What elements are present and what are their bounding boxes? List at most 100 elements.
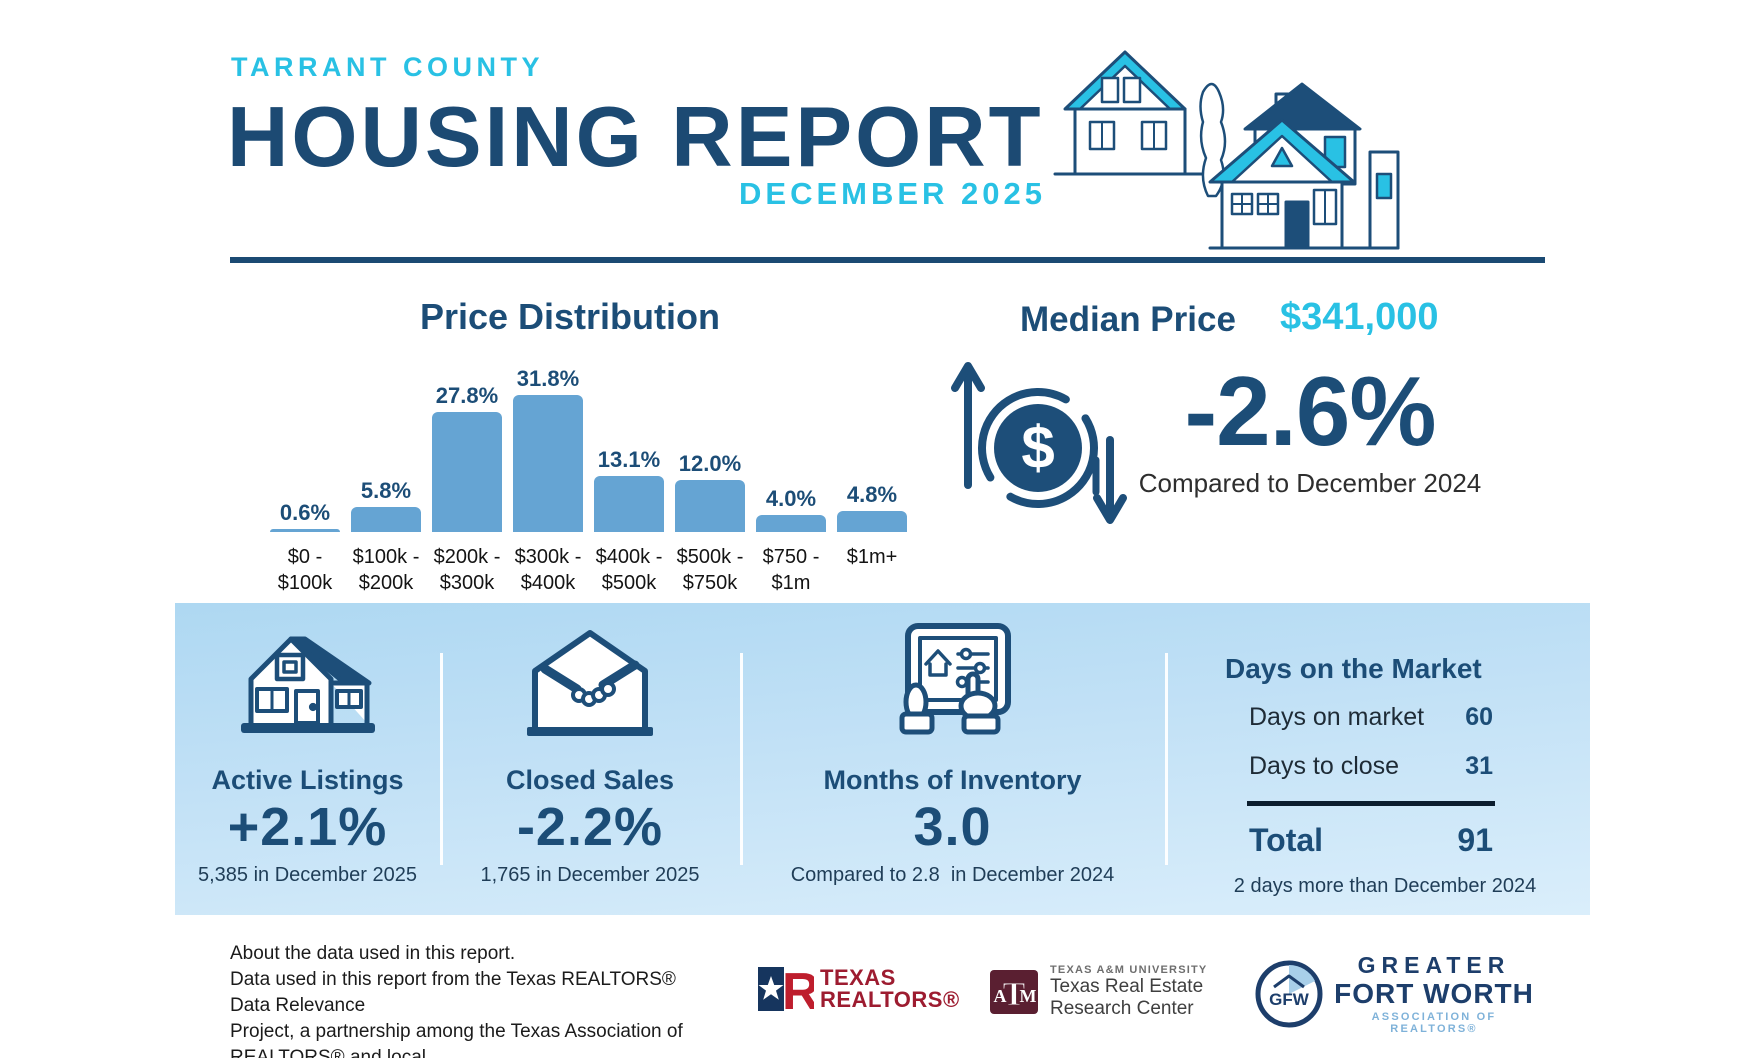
bar-category-label: $200k - $300k: [433, 546, 501, 594]
months-inventory-stat: Months of Inventory 3.0 Compared to 2.8 …: [740, 603, 1165, 915]
bar: [675, 480, 745, 532]
svg-text:M: M: [1020, 986, 1037, 1006]
bar-value-label: 0.6%: [279, 500, 331, 525]
active-listings-detail: 5,385 in December 2025: [197, 864, 418, 886]
bar: [756, 515, 826, 532]
svg-text:$: $: [1021, 414, 1054, 481]
bar-value-label: 27.8%: [435, 383, 499, 408]
svg-text:GFW: GFW: [1269, 990, 1310, 1009]
bar-value-label: 5.8%: [360, 478, 412, 503]
bar: [432, 412, 502, 532]
closed-sales-stat: Closed Sales -2.2% 1,765 in December 202…: [440, 603, 740, 915]
gfw-line2: FORT WORTH: [1334, 978, 1534, 1009]
bar: [513, 395, 583, 532]
active-listings-stat: Active Listings +2.1% 5,385 in December …: [175, 603, 440, 915]
bar: [270, 529, 340, 532]
svg-text:T: T: [1003, 976, 1026, 1013]
bar: [351, 507, 421, 532]
median-price-label: Median Price: [1020, 300, 1236, 339]
county-label: TARRANT COUNTY: [231, 52, 544, 82]
greater-fort-worth-logo: GFW GREATER FORT WORTH ASSOCIATION OF RE…: [1254, 952, 1534, 1035]
days-row: Days to close 31: [1249, 752, 1493, 781]
days-row-value: 31: [1465, 752, 1493, 780]
texas-realtors-line2: REALTORS®: [820, 987, 960, 1012]
about-data-text: About the data used in this report. Data…: [230, 943, 683, 1058]
tamu-line2: Research Center: [1050, 998, 1194, 1019]
header-divider: [230, 257, 1545, 263]
bar-column: 12.0%: [675, 451, 745, 532]
bar-category-label: $300k - $400k: [514, 546, 582, 594]
panel-divider: [440, 653, 443, 865]
tamu-line1: Texas Real Estate: [1050, 976, 1204, 997]
closed-sales-detail: 1,765 in December 2025: [480, 864, 700, 886]
bar-value-label: 31.8%: [516, 366, 580, 391]
months-inventory-detail: Compared to 2.8 in December 2024: [790, 864, 1115, 886]
median-compare-label: Compared to December 2024: [1138, 468, 1482, 498]
bar-column: 4.8%: [837, 482, 907, 532]
bar-category-label: $500k - $750k: [676, 546, 744, 594]
days-on-market-stat: Days on the Market Days on market 60 Days …: [1165, 603, 1590, 915]
active-listings-change: +2.1%: [227, 797, 388, 857]
price-distribution-categories: $0 - $100k $100k - $200k $200k - $300k $300…: [270, 544, 907, 596]
tamu-university-label: TEXAS A&M UNIVERSITY: [1050, 964, 1208, 976]
stats-panel: Active Listings +2.1% 5,385 in December …: [175, 603, 1590, 915]
median-price-value: $341,000: [1280, 296, 1439, 338]
days-on-market-title: Days on the Market: [1225, 653, 1482, 684]
bar-category-label: $400k - $500k: [595, 546, 663, 594]
closed-sales-label: Closed Sales: [505, 765, 675, 795]
report-month: DECEMBER 2025: [739, 176, 1046, 211]
bar-category-label: $0 - $100k: [277, 546, 333, 594]
svg-text:R: R: [782, 964, 814, 1014]
bar-category-label: $1m+: [846, 546, 898, 568]
tamu-mark-icon: A M T: [990, 970, 1038, 1014]
bar-column: 0.6%: [270, 500, 340, 532]
days-row-label: Days to close: [1249, 752, 1400, 780]
gfw-mark-icon: GFW: [1255, 960, 1323, 1027]
bar-value-label: 4.0%: [765, 486, 817, 511]
bar-column: 13.1%: [594, 447, 664, 532]
texas-realtors-line1: TEXAS: [820, 965, 896, 990]
bar-value-label: 4.8%: [846, 482, 898, 507]
houses-illustration-icon: [1053, 50, 1400, 250]
dollar-cycle-icon: $: [951, 362, 1127, 524]
closed-sales-change: -2.2%: [516, 797, 664, 857]
tablet-inventory-icon: [874, 617, 1032, 741]
bar-category-label: $100k - $200k: [352, 546, 420, 594]
bar-column: 5.8%: [351, 478, 421, 532]
svg-text:A: A: [994, 986, 1007, 1006]
texas-realtors-mark-icon: R: [758, 964, 814, 1014]
bar-column: 4.0%: [756, 486, 826, 532]
days-rows: Days on market 60 Days to close 31: [1249, 703, 1493, 781]
bar-column: 27.8%: [432, 383, 502, 532]
bar-value-label: 12.0%: [678, 451, 742, 476]
bar-column: 31.8%: [513, 366, 583, 532]
bar: [837, 511, 907, 532]
active-listings-label: Active Listings: [211, 765, 404, 795]
months-inventory-label: Months of Inventory: [823, 765, 1082, 795]
handshake-house-icon: [515, 617, 665, 741]
bar-category-label: $750 - $1m: [762, 546, 820, 594]
days-total-row: Total 91: [1249, 822, 1493, 859]
days-on-market-detail: 2 days more than December 2024: [1233, 875, 1537, 897]
days-row-value: 60: [1465, 703, 1493, 731]
days-total-value: 91: [1457, 822, 1493, 858]
median-change-value: -2.6%: [1184, 356, 1436, 466]
gfw-line3: ASSOCIATION OF REALTORS®: [1371, 1011, 1497, 1035]
bar: [594, 476, 664, 532]
days-row-label: Days on market: [1249, 703, 1425, 731]
days-total-divider: [1247, 801, 1495, 806]
bar-value-label: 13.1%: [597, 447, 661, 472]
months-inventory-value: 3.0: [913, 797, 992, 857]
gfw-line1: GREATER: [1357, 952, 1511, 978]
panel-divider: [740, 653, 743, 865]
texas-realtors-logo: R TEXAS REALTORS®: [758, 964, 960, 1014]
days-total-label: Total: [1249, 822, 1324, 858]
days-row: Days on market 60: [1249, 703, 1493, 732]
house-icon: [233, 617, 383, 741]
tamu-research-center-logo: A M T TEXAS A&M UNIVERSITY Texas Real Es…: [990, 964, 1207, 1020]
panel-divider: [1165, 653, 1168, 865]
report-title: HOUSING REPORT: [227, 90, 1044, 185]
price-distribution-chart: 0.6% 5.8% 27.8% 31.8% 13.1% 12.0% 4.0% 4.8%: [270, 366, 907, 532]
chart-title: Price Distribution: [419, 296, 721, 337]
